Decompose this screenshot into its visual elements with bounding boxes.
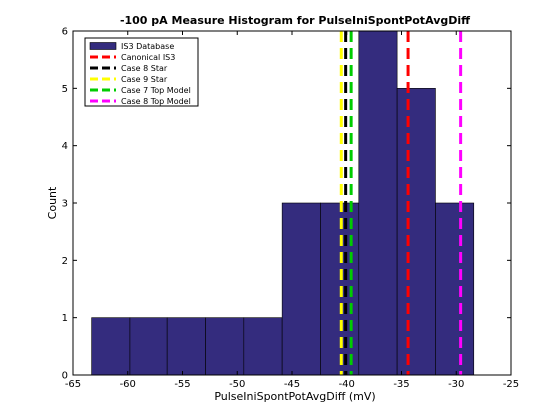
histogram-bar	[91, 317, 131, 376]
histogram-bar	[129, 317, 168, 376]
x-tick-label: -45	[284, 379, 300, 390]
x-axis-ticks: -65 -60 -55 -50 -45 -40 -35 -30 -25	[65, 31, 519, 390]
legend-label: IS3 Database	[121, 42, 174, 51]
histogram-bar	[396, 88, 436, 376]
y-tick-label: 0	[62, 371, 68, 382]
histogram-bar	[243, 317, 283, 376]
x-tick-label: -25	[503, 379, 519, 390]
x-axis-label: PulseIniSpontPotAvgDiff (mV)	[214, 390, 375, 403]
y-tick-label: 6	[62, 27, 68, 38]
y-tick-label: 3	[62, 199, 68, 210]
x-tick-label: -60	[120, 379, 136, 390]
legend-label: Case 7 Top Model	[121, 86, 191, 95]
y-tick-label: 1	[62, 313, 68, 324]
x-tick-label: -30	[448, 379, 464, 390]
y-axis-label: Count	[46, 186, 59, 219]
chart-title: -100 pA Measure Histogram for PulseIniSp…	[120, 14, 470, 27]
legend: IS3 Database Canonical IS3 Case 8 Star Case…	[84, 37, 199, 107]
y-tick-label: 4	[62, 141, 68, 152]
histogram-bar	[281, 202, 321, 376]
y-tick-label: 5	[62, 84, 68, 95]
x-tick-label: -40	[339, 379, 355, 390]
y-tick-label: 2	[62, 256, 68, 267]
x-tick-label: -35	[393, 379, 409, 390]
histogram-bar	[166, 317, 206, 376]
legend-label: Case 8 Star	[121, 64, 168, 73]
legend-label: Case 9 Star	[121, 75, 168, 84]
histogram-bar	[320, 202, 360, 376]
histogram-bar	[435, 202, 475, 376]
legend-label: Case 8 Top Model	[121, 97, 191, 106]
x-tick-label: -65	[65, 379, 81, 390]
legend-label: Canonical IS3	[121, 53, 175, 62]
histogram-bar	[358, 30, 398, 376]
x-tick-label: -55	[174, 379, 190, 390]
histogram-bar	[205, 317, 245, 376]
x-tick-label: -50	[229, 379, 245, 390]
histogram-bars	[91, 30, 475, 376]
reference-lines	[339, 31, 463, 375]
legend-swatch	[89, 42, 117, 50]
y-axis-ticks: 0 1 2 3 4 5 6	[62, 27, 511, 382]
